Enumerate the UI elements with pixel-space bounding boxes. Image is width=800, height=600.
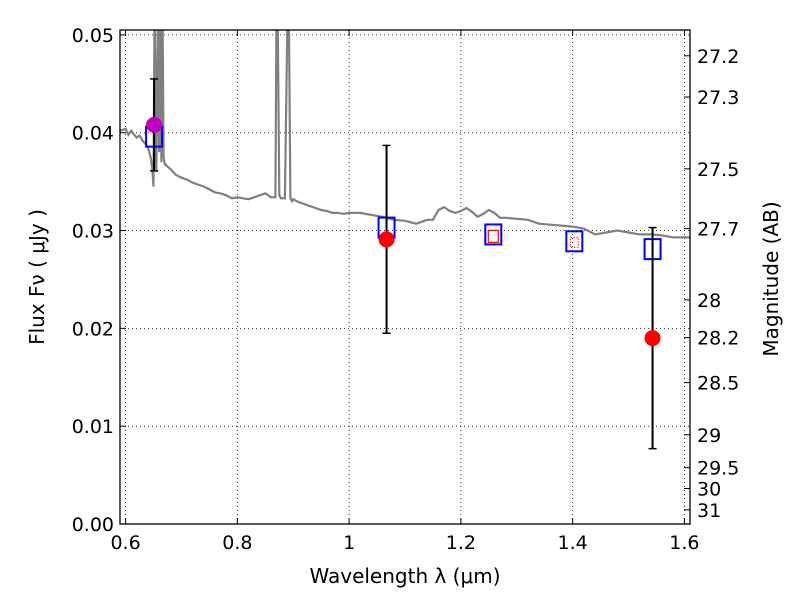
y2-tick-label: 28 xyxy=(697,290,721,312)
x-tick-label: 1.2 xyxy=(446,532,476,554)
y2-tick-label: 27.5 xyxy=(697,159,739,181)
y-tick-label: 0.02 xyxy=(72,318,114,340)
y2-tick-label: 28.5 xyxy=(697,373,739,395)
y-tick-label: 0.00 xyxy=(72,514,114,536)
tick-labels: 0.6 0.8 1 1.2 1.4 1.6 0.00 0.01 0.02 0.03 0.04 0.05… xyxy=(72,25,740,554)
observed-flux-point xyxy=(644,330,661,347)
grid xyxy=(120,30,690,524)
y2-tick-label: 27.7 xyxy=(697,219,739,241)
observed-flux-point xyxy=(378,231,395,248)
y2-tick-label: 29 xyxy=(697,425,721,447)
y2-tick-label: 27.2 xyxy=(697,46,739,68)
observed-flux-point xyxy=(487,229,499,244)
model-band-square xyxy=(565,230,584,253)
x-tick-label: 0.6 xyxy=(110,532,140,554)
x-axis-label: Wavelength λ (μm) xyxy=(309,564,500,588)
y-tick-label: 0.04 xyxy=(72,123,114,145)
y2-tick-label: 30 xyxy=(697,478,721,500)
x-tick-label: 1.6 xyxy=(669,532,699,554)
x-tick-label: 1 xyxy=(343,532,355,554)
y-tick-label: 0.05 xyxy=(72,25,114,47)
x-tick-label: 1.4 xyxy=(558,532,588,554)
y-tick-label: 0.01 xyxy=(72,416,114,438)
y2-tick-label: 28.2 xyxy=(697,328,739,350)
axis-ticks xyxy=(120,30,690,525)
y2-tick-label: 29.5 xyxy=(697,458,739,480)
observed-flux-point xyxy=(569,236,579,248)
plot-frame xyxy=(119,29,691,525)
y-tick-label: 0.03 xyxy=(72,221,114,243)
y2-tick-label: 31 xyxy=(697,500,721,522)
spectrum-line xyxy=(120,30,690,239)
y2-axis-label: Magnitude (AB) xyxy=(759,201,783,356)
y2-tick-label: 27.3 xyxy=(697,87,739,109)
observed-flux-point xyxy=(146,116,163,133)
model-band-square xyxy=(484,223,503,246)
y-axis-label: Flux Fν ( μJy ) xyxy=(25,209,49,345)
x-tick-label: 0.8 xyxy=(222,532,252,554)
data-points xyxy=(145,78,662,450)
plot-area xyxy=(120,30,690,239)
